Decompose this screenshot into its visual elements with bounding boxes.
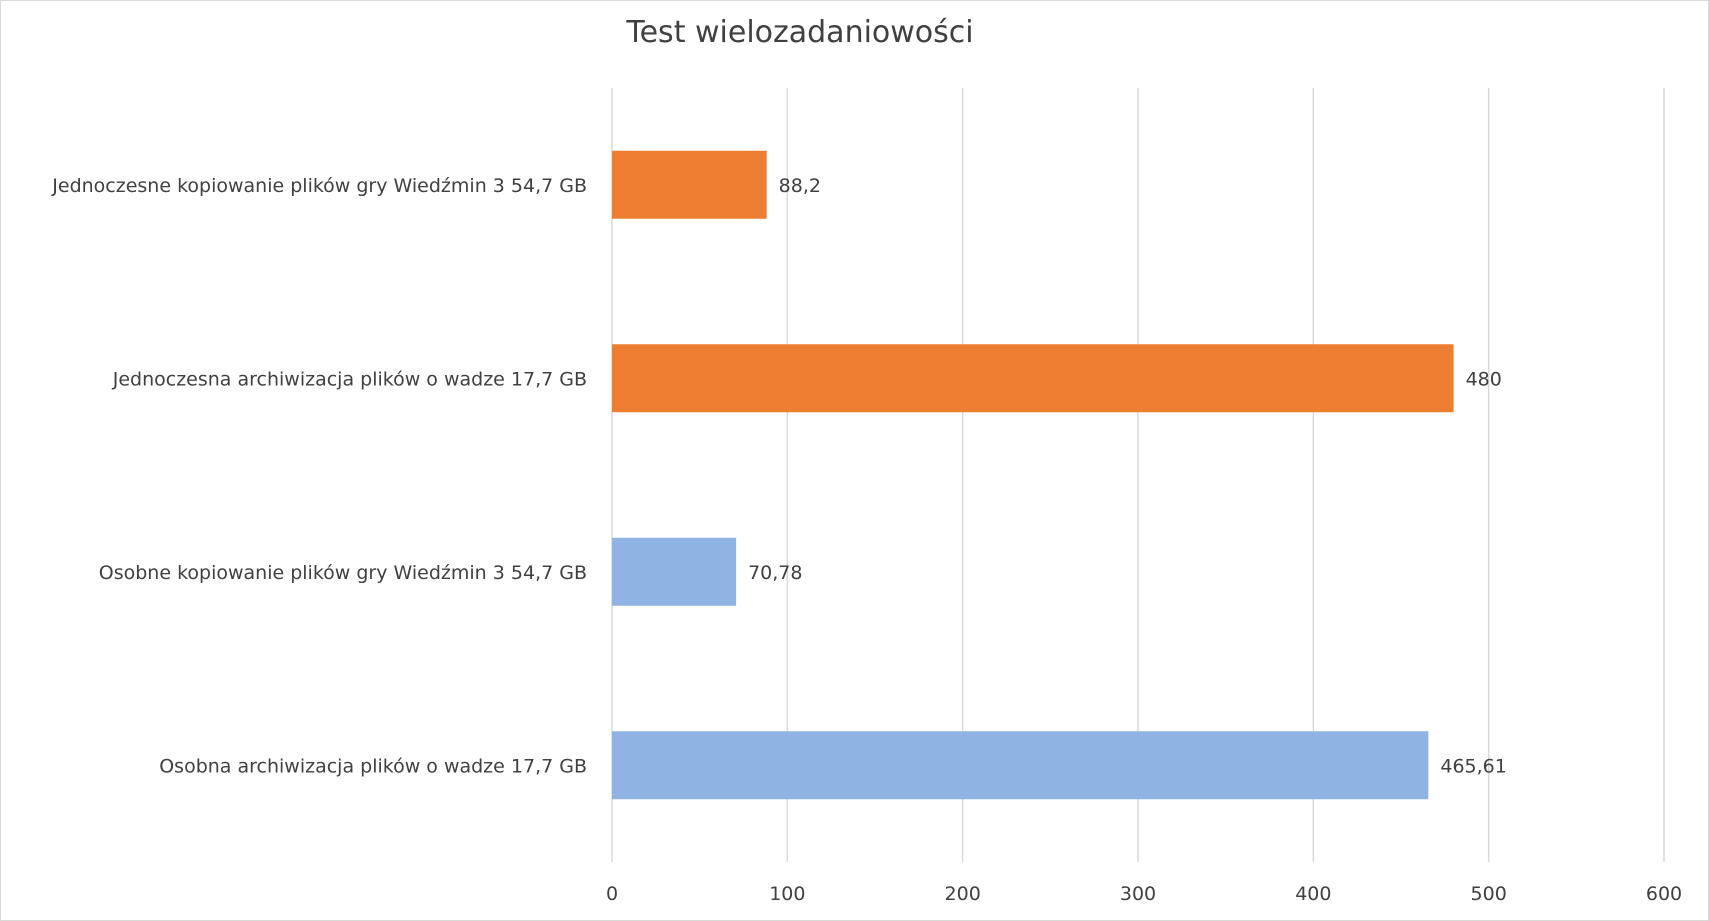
data-label: 88,2: [779, 175, 821, 197]
bar-3: [612, 537, 737, 606]
data-label: 480: [1466, 368, 1502, 390]
x-tick-label: 0: [606, 883, 618, 905]
category-label: Jednoczesne kopiowanie plików gry Wiedźm…: [51, 175, 587, 197]
x-tick-label: 200: [945, 883, 981, 905]
x-tick-label: 300: [1120, 883, 1156, 905]
x-tick-label: 400: [1295, 883, 1331, 905]
x-tick-label: 500: [1471, 883, 1507, 905]
bar-4: [612, 731, 1429, 800]
x-axis-ticks: 0 100 200 300 400 500 600: [606, 883, 1682, 905]
data-label: 465,61: [1440, 755, 1506, 777]
bars: [612, 150, 1454, 800]
category-labels: Jednoczesne kopiowanie plików gry Wiedźm…: [51, 175, 587, 778]
category-label: Osobna archiwizacja plików o wadze 17,7 …: [159, 755, 587, 777]
data-label: 70,78: [748, 562, 802, 584]
bar-2: [612, 344, 1454, 413]
data-labels: 88,2 480 70,78 465,61: [748, 175, 1507, 778]
bar-1: [612, 150, 767, 219]
category-label: Jednoczesna archiwizacja plików o wadze …: [112, 368, 587, 390]
x-tick-label: 100: [769, 883, 805, 905]
chart-title: Test wielozadaniowości: [625, 15, 973, 50]
category-label: Osobne kopiowanie plików gry Wiedźmin 3 …: [99, 562, 587, 584]
x-tick-label: 600: [1646, 883, 1682, 905]
